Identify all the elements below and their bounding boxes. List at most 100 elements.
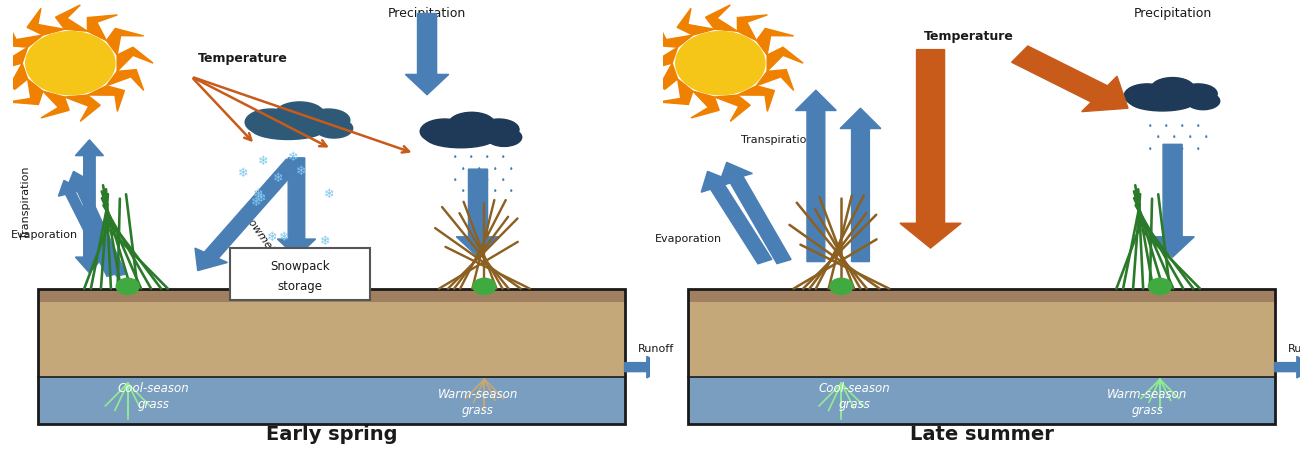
Ellipse shape: [1124, 84, 1170, 107]
Ellipse shape: [316, 119, 352, 138]
Circle shape: [829, 278, 853, 295]
Text: ❄: ❄: [273, 172, 283, 185]
Polygon shape: [719, 162, 792, 264]
Polygon shape: [840, 108, 881, 262]
Polygon shape: [456, 169, 499, 257]
Polygon shape: [56, 5, 87, 31]
Polygon shape: [900, 50, 961, 248]
Text: ❄: ❄: [252, 188, 263, 201]
Polygon shape: [0, 63, 27, 89]
Text: ❄: ❄: [320, 235, 330, 248]
Text: ❄: ❄: [278, 230, 289, 244]
Circle shape: [116, 278, 139, 295]
Polygon shape: [677, 8, 715, 35]
Ellipse shape: [448, 112, 495, 135]
Text: ❄: ❄: [295, 165, 306, 178]
Circle shape: [1148, 278, 1171, 295]
Polygon shape: [658, 79, 693, 105]
Polygon shape: [706, 5, 737, 31]
Text: •: •: [1196, 144, 1200, 153]
Polygon shape: [1011, 46, 1128, 111]
Text: •: •: [462, 188, 465, 197]
Polygon shape: [640, 47, 677, 68]
Circle shape: [26, 32, 114, 95]
Polygon shape: [757, 69, 794, 90]
Text: Precipitation: Precipitation: [1134, 7, 1212, 20]
Text: •: •: [1179, 122, 1184, 131]
Text: •: •: [469, 176, 473, 185]
Polygon shape: [692, 91, 719, 118]
Text: Runoff: Runoff: [638, 344, 675, 354]
Text: •: •: [452, 153, 458, 162]
Polygon shape: [715, 95, 750, 121]
Text: •: •: [1164, 144, 1167, 153]
Text: •: •: [1164, 122, 1167, 131]
Text: ❄: ❄: [266, 231, 278, 244]
Text: •: •: [1148, 144, 1152, 153]
Polygon shape: [406, 14, 448, 95]
Polygon shape: [117, 47, 153, 71]
Text: •: •: [500, 153, 506, 162]
Polygon shape: [87, 86, 125, 111]
Ellipse shape: [478, 119, 519, 140]
Polygon shape: [1150, 144, 1195, 257]
Text: •: •: [462, 165, 465, 174]
Text: •: •: [1171, 133, 1176, 142]
Polygon shape: [658, 24, 693, 47]
Bar: [689, 377, 1274, 424]
Ellipse shape: [486, 128, 521, 147]
Text: ❄: ❄: [324, 189, 334, 202]
Circle shape: [676, 32, 764, 95]
Text: •: •: [485, 153, 489, 162]
Polygon shape: [42, 91, 69, 118]
Polygon shape: [65, 95, 100, 121]
Polygon shape: [75, 140, 104, 273]
Text: Late summer: Late summer: [910, 425, 1053, 444]
Polygon shape: [107, 28, 144, 55]
Ellipse shape: [307, 109, 350, 131]
Text: Evaporation: Evaporation: [655, 234, 722, 244]
Circle shape: [473, 278, 495, 295]
Bar: [689, 289, 1274, 424]
Polygon shape: [68, 171, 126, 276]
Bar: [689, 302, 1274, 377]
Ellipse shape: [420, 119, 469, 144]
Text: •: •: [493, 165, 498, 174]
Polygon shape: [277, 158, 316, 257]
Text: Cool-season
grass: Cool-season grass: [117, 382, 188, 411]
Text: •: •: [510, 188, 514, 197]
Text: Evaporation: Evaporation: [12, 230, 78, 239]
Polygon shape: [1274, 356, 1300, 378]
Text: ❄: ❄: [251, 196, 261, 209]
Text: Temperature: Temperature: [924, 30, 1014, 42]
Text: ❄: ❄: [259, 155, 269, 168]
Text: storage: storage: [277, 281, 322, 294]
Polygon shape: [87, 15, 117, 41]
Text: •: •: [493, 188, 498, 197]
Ellipse shape: [251, 117, 325, 139]
Text: Snowpack: Snowpack: [270, 260, 329, 273]
Ellipse shape: [1187, 92, 1219, 110]
Bar: [39, 302, 624, 377]
Polygon shape: [737, 86, 775, 111]
Polygon shape: [107, 69, 144, 90]
Text: Warm-season
grass: Warm-season grass: [438, 388, 519, 417]
Text: Transpiration: Transpiration: [21, 167, 31, 239]
Polygon shape: [737, 15, 767, 41]
Text: Transpiration: Transpiration: [741, 135, 814, 145]
Text: •: •: [477, 165, 481, 174]
Bar: [230, 248, 369, 300]
Text: •: •: [500, 176, 506, 185]
Ellipse shape: [1179, 84, 1217, 104]
Text: •: •: [477, 188, 481, 197]
Text: Runoff: Runoff: [1288, 344, 1300, 354]
Bar: [39, 377, 624, 424]
Bar: [39, 289, 624, 424]
Text: •: •: [485, 176, 489, 185]
Ellipse shape: [1150, 78, 1195, 99]
Polygon shape: [767, 47, 803, 71]
Polygon shape: [624, 356, 666, 378]
Text: ❄: ❄: [256, 192, 266, 205]
Text: •: •: [1148, 122, 1152, 131]
Ellipse shape: [425, 127, 497, 148]
